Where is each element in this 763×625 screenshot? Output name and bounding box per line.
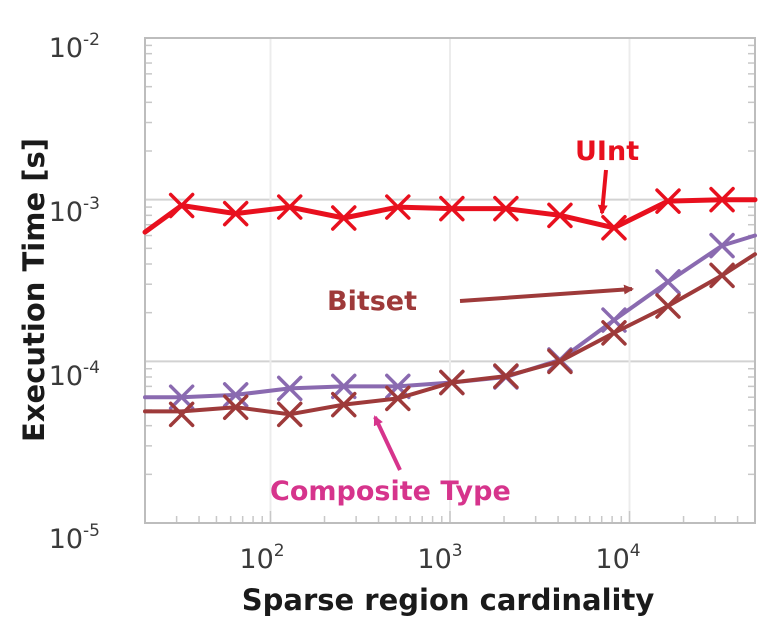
plot-frame (144, 37, 756, 524)
data-point-uint (331, 205, 357, 231)
y-axis-title: Execution Time [s] (17, 138, 51, 442)
annotation-composite-type: Composite Type (270, 476, 511, 507)
series-uint (142, 186, 758, 241)
data-point-bitset (385, 373, 411, 400)
annotation-uint-arrow (597, 169, 608, 215)
data-point-uint (547, 202, 573, 229)
data-point-uint (385, 194, 411, 220)
x-tick-label: 104 (595, 541, 640, 575)
annotation-composite-arrow (373, 415, 402, 471)
data-point-composite-type (168, 401, 195, 428)
data-point-uint (655, 188, 681, 214)
data-point-composite-type (439, 369, 465, 396)
annotation-uint: UInt (575, 136, 639, 167)
data-point-uint (709, 186, 735, 213)
data-point-composite-type (276, 401, 303, 428)
data-point-bitset (655, 269, 681, 295)
data-point-bitset (709, 232, 735, 259)
data-point-composite-type (385, 385, 411, 412)
x-tick-label: 102 (239, 541, 284, 575)
series-composite-type (143, 252, 757, 428)
data-point-composite-type (222, 394, 249, 420)
x-axis-title: Sparse region cardinality (242, 583, 655, 617)
data-point-uint (222, 200, 249, 227)
data-point-uint (493, 195, 519, 222)
series-layer (142, 186, 758, 428)
x-tick-label: 103 (417, 541, 462, 575)
data-point-composite-type (655, 293, 681, 319)
data-point-uint (601, 215, 627, 241)
annotation-bitset-arrow (459, 284, 634, 303)
grid (145, 37, 755, 524)
data-point-uint (276, 194, 303, 220)
data-point-composite-type (601, 320, 627, 346)
data-point-bitset (276, 375, 303, 402)
y-tick-label: 10-4 (49, 358, 100, 392)
data-point-composite-type (493, 363, 519, 389)
data-point-composite-type (709, 262, 735, 289)
y-tick-label: 10-3 (49, 194, 100, 228)
data-point-composite-type (331, 391, 357, 418)
y-tick-label: 10-2 (49, 30, 100, 64)
data-point-bitset (168, 384, 195, 410)
data-point-bitset (331, 373, 357, 400)
annotation-bitset: Bitset (327, 286, 417, 317)
data-point-uint (439, 195, 465, 222)
data-point-composite-type (547, 348, 573, 375)
data-point-uint (168, 192, 195, 219)
y-tick-label: 10-5 (49, 521, 100, 555)
